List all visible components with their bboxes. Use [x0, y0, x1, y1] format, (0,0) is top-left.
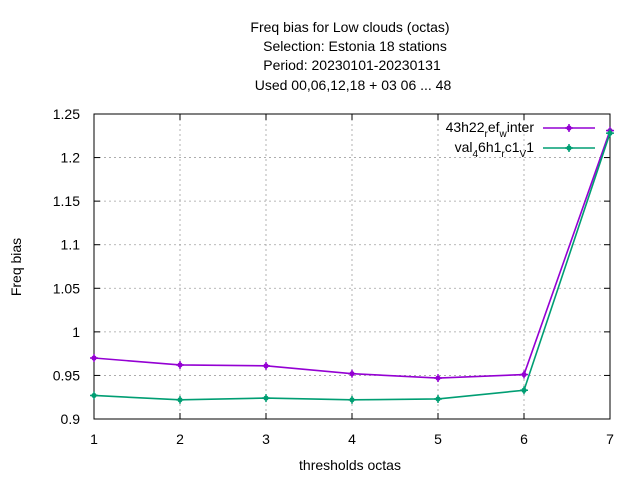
series-group [90, 126, 614, 404]
legend-label-series-2: val46h1rc1V1 [455, 139, 535, 160]
title-line-2: Selection: Estonia 18 stations [263, 38, 447, 54]
title-line-4: Used 00,06,12,18 + 03 06 ... 48 [255, 77, 452, 93]
legend: 43h22refwinter val46h1rc1V1 [446, 119, 595, 160]
y-tick-label: 1.05 [53, 280, 80, 296]
legend-label-series-1: 43h22refwinter [446, 119, 535, 140]
y-tick-label: 1 [72, 324, 80, 340]
title-line-3: Period: 20230101-20230131 [263, 57, 441, 73]
y-axis-ticks: 0.9 0.95 1 1.05 1.1 1.15 1.2 1.25 [53, 106, 610, 427]
x-tick-label: 4 [348, 431, 356, 447]
x-tick-label: 2 [176, 431, 184, 447]
x-tick-label: 1 [90, 431, 98, 447]
x-tick-label: 6 [520, 431, 528, 447]
x-axis-ticks: 1 2 3 4 5 6 7 [90, 114, 614, 447]
y-tick-label: 1.25 [53, 106, 80, 122]
x-tick-label: 3 [262, 431, 270, 447]
legend-marker-series-2 [565, 144, 573, 152]
y-tick-label: 0.95 [53, 367, 80, 383]
x-axis-label: thresholds octas [299, 457, 401, 473]
chart-title: Freq bias for Low clouds (octas) Selecti… [250, 19, 451, 93]
x-tick-label: 5 [434, 431, 442, 447]
legend-marker-series-1 [565, 124, 573, 132]
x-tick-label: 7 [606, 431, 614, 447]
title-line-1: Freq bias for Low clouds (octas) [250, 19, 449, 35]
y-tick-label: 1.2 [61, 150, 81, 166]
y-axis-label: Freq bias [8, 238, 24, 296]
y-tick-label: 0.9 [61, 411, 81, 427]
series-2 [90, 129, 614, 404]
y-tick-label: 1.15 [53, 193, 80, 209]
y-tick-label: 1.1 [61, 237, 81, 253]
